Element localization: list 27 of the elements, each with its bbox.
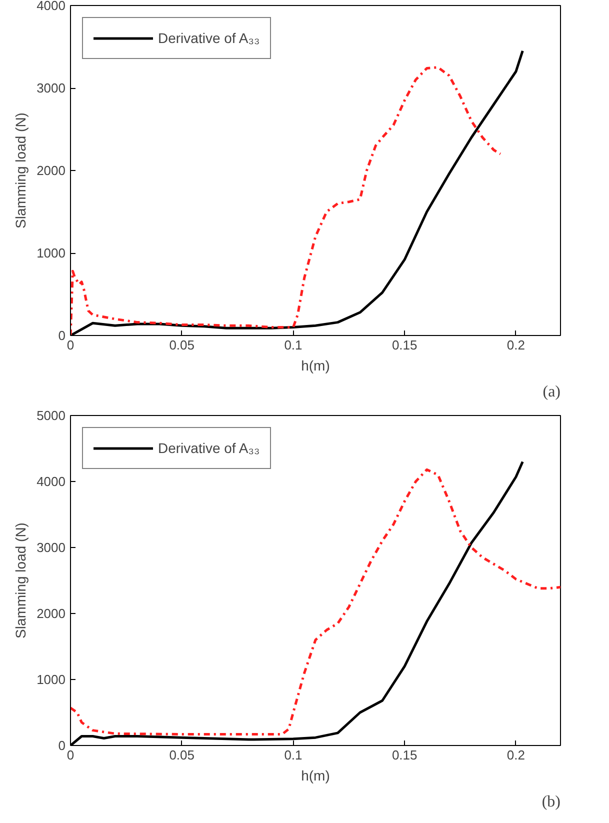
legend-label: Derivative of A₃₃ — [158, 30, 260, 46]
x-axis-title: h(m) — [301, 768, 330, 784]
x-tick-label: 0.2 — [506, 748, 525, 762]
x-tick-label: 0.1 — [284, 748, 302, 762]
y-axis-title: Slamming load (N) — [12, 522, 29, 638]
y-tick-label: 4000 — [36, 0, 66, 13]
x-axis-title: h(m) — [301, 358, 330, 374]
y-tick-label: 0 — [58, 738, 66, 753]
legend-label: Derivative of A₃₃ — [158, 440, 260, 456]
text: (a) — [542, 384, 561, 400]
y-tick-label: 5000 — [36, 408, 66, 423]
y-tick-label: 4000 — [36, 474, 66, 489]
x-tick-label: 0.05 — [169, 338, 195, 352]
y-tick-label: 2000 — [36, 163, 66, 178]
y-tick-label: 3000 — [36, 540, 66, 555]
y-tick-label: 3000 — [36, 80, 66, 96]
x-tick-label: 0.15 — [392, 338, 418, 352]
y-tick-label: 0 — [58, 328, 66, 343]
x-tick-label: 0.05 — [169, 748, 195, 762]
x-tick-label: 0.2 — [506, 338, 525, 352]
y-tick-label: 2000 — [36, 606, 66, 621]
text: (b) — [542, 794, 560, 810]
y-tick-label: 1000 — [36, 246, 66, 260]
x-tick-label: 0.1 — [284, 338, 302, 352]
y-axis-title: Slamming load (N) — [12, 112, 29, 228]
y-tick-label: 1000 — [36, 672, 66, 687]
x-tick-label: 0.15 — [392, 748, 418, 762]
